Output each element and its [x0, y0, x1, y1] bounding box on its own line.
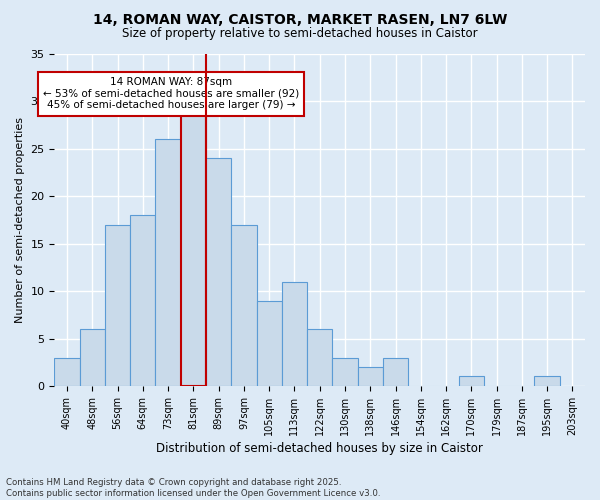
X-axis label: Distribution of semi-detached houses by size in Caistor: Distribution of semi-detached houses by … [156, 442, 483, 455]
Bar [458, 376, 484, 386]
Text: Size of property relative to semi-detached houses in Caistor: Size of property relative to semi-detach… [122, 28, 478, 40]
Bar [383, 358, 408, 386]
Bar [80, 329, 105, 386]
Y-axis label: Number of semi-detached properties: Number of semi-detached properties [15, 117, 25, 323]
Bar [332, 358, 358, 386]
Bar [55, 358, 80, 386]
Bar [282, 282, 307, 386]
Bar [257, 300, 282, 386]
Bar [231, 224, 257, 386]
Bar [105, 224, 130, 386]
Text: Contains HM Land Registry data © Crown copyright and database right 2025.
Contai: Contains HM Land Registry data © Crown c… [6, 478, 380, 498]
Bar [358, 367, 383, 386]
Bar [130, 215, 155, 386]
Text: 14 ROMAN WAY: 87sqm
← 53% of semi-detached houses are smaller (92)
45% of semi-d: 14 ROMAN WAY: 87sqm ← 53% of semi-detach… [43, 77, 299, 110]
Bar [307, 329, 332, 386]
Bar [181, 111, 206, 386]
Bar [155, 140, 181, 386]
Bar [206, 158, 231, 386]
Text: 14, ROMAN WAY, CAISTOR, MARKET RASEN, LN7 6LW: 14, ROMAN WAY, CAISTOR, MARKET RASEN, LN… [93, 12, 507, 26]
Bar [535, 376, 560, 386]
